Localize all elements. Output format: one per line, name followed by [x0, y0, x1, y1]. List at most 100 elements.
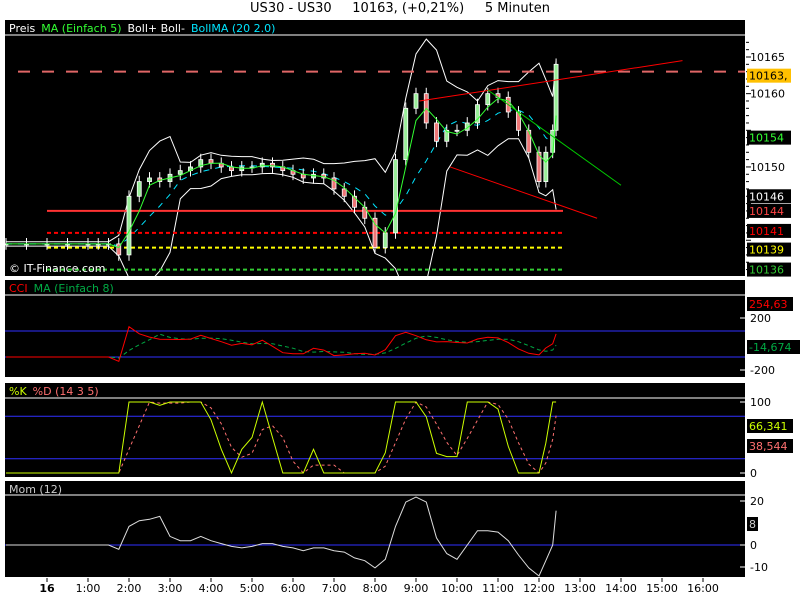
legend-item: Preis	[9, 22, 36, 35]
last-value-box	[747, 439, 793, 453]
x-tick-label: 6:00	[281, 582, 306, 595]
panel-2-background	[5, 383, 745, 477]
last-value-box	[747, 297, 793, 311]
candle-body	[198, 159, 204, 168]
value-label: 10154	[749, 132, 784, 145]
value-label: 10146	[749, 190, 784, 203]
candle-body	[372, 217, 378, 248]
price-label-box	[747, 223, 791, 238]
x-tick-label: 12:00	[523, 582, 555, 595]
candle-body	[526, 129, 532, 153]
legend-item: Mom (12)	[9, 483, 62, 496]
legend-item: BollMA (20 2.0)	[191, 22, 275, 35]
x-tick-label: 5:00	[240, 582, 265, 595]
x-tick-label: 1:00	[76, 582, 101, 595]
trendline	[450, 166, 598, 219]
candle-body	[259, 162, 265, 168]
y-tick-label: -200	[750, 364, 775, 377]
last-value-label: -14,674	[749, 341, 791, 354]
x-tick-label: 15:00	[646, 582, 678, 595]
x-tick-label: 13:00	[564, 582, 596, 595]
last-value-label: 254,63	[749, 298, 788, 311]
candle-body	[413, 93, 419, 109]
candle-body	[239, 166, 245, 172]
trendline	[419, 60, 683, 102]
x-tick-label: 16	[39, 582, 55, 595]
watermark: © IT-Finance.com	[9, 262, 106, 275]
x-tick-label: 11:00	[482, 582, 514, 595]
price-label: 10139	[749, 244, 784, 257]
stoch-k-line	[6, 400, 557, 475]
y-tick-label: 10160	[750, 88, 785, 101]
x-tick-label: 2:00	[117, 582, 142, 595]
x-tick-label: 4:00	[199, 582, 224, 595]
last-value-box	[747, 340, 800, 354]
candle-body	[331, 177, 337, 190]
candle-body	[393, 159, 398, 234]
legend-item: %K	[9, 385, 27, 398]
candle-body	[136, 181, 142, 197]
y-tick-label: 0	[750, 539, 757, 552]
y-tick-label: 0	[750, 467, 757, 480]
y-tick-label: 10165	[750, 51, 785, 64]
candle-body	[116, 243, 122, 256]
price-label-box	[747, 68, 791, 83]
y-tick-label: 10150	[750, 161, 785, 174]
price-label-box	[747, 262, 791, 277]
last-value-box	[747, 517, 758, 531]
last-value-label: 66,341	[749, 420, 788, 433]
ma-line	[6, 97, 557, 249]
candle-body	[352, 195, 357, 208]
legend-item: Boll+ Boll-	[127, 22, 184, 35]
value-label-box	[747, 189, 791, 204]
last-value-label: 8	[749, 518, 756, 531]
last-value-label: 38,544	[749, 440, 788, 453]
candle-body	[485, 93, 491, 106]
candle-body	[126, 195, 132, 256]
cci-line	[6, 325, 557, 362]
legend-item: %D (14 3 5)	[33, 385, 99, 398]
bollinger-lower-band	[6, 138, 557, 276]
y-tick-label: -10	[750, 561, 768, 574]
candle-body	[177, 170, 183, 175]
candle-body	[475, 104, 480, 124]
value-label-box	[747, 130, 791, 145]
stoch-d-line	[6, 401, 557, 474]
window-title: US30 - US30 10163, (+0,21%) 5 Minuten	[250, 1, 550, 16]
candle-body	[454, 129, 460, 132]
candle-body	[382, 232, 388, 248]
legend-item: MA (Einfach 8)	[34, 282, 114, 295]
candle-body	[147, 177, 152, 183]
x-tick-label: 10:00	[441, 582, 473, 595]
price-plot	[5, 38, 745, 276]
candle-body	[208, 159, 214, 164]
y-tick-label: 100	[750, 396, 771, 409]
candle-body	[543, 151, 549, 183]
trendline	[487, 89, 622, 186]
y-tick-label: 200	[750, 312, 771, 325]
candle-body	[341, 188, 347, 197]
price-label: 10136	[749, 264, 784, 277]
candle-body	[444, 129, 450, 142]
legend-item: MA (Einfach 5)	[41, 22, 121, 35]
candle-body	[553, 63, 559, 131]
price-label-box	[747, 203, 791, 218]
bollinger-upper-band	[6, 38, 557, 243]
candle-body	[403, 107, 409, 161]
candle-body	[536, 151, 542, 183]
last-value-box	[747, 419, 793, 433]
x-tick-label: 3:00	[158, 582, 183, 595]
x-tick-label: 9:00	[404, 582, 429, 595]
candle-body	[434, 122, 439, 142]
candle-body	[270, 162, 275, 168]
x-tick-label: 14:00	[605, 582, 637, 595]
momentum-line	[6, 496, 557, 577]
x-tick-label: 7:00	[322, 582, 347, 595]
price-label: 10163,	[749, 70, 788, 83]
x-tick-label: 16:00	[687, 582, 719, 595]
x-tick-label: 8:00	[363, 582, 388, 595]
price-label: 10141	[749, 225, 784, 238]
legend-item: CCI	[9, 282, 28, 295]
cci-ma-line	[6, 333, 557, 359]
